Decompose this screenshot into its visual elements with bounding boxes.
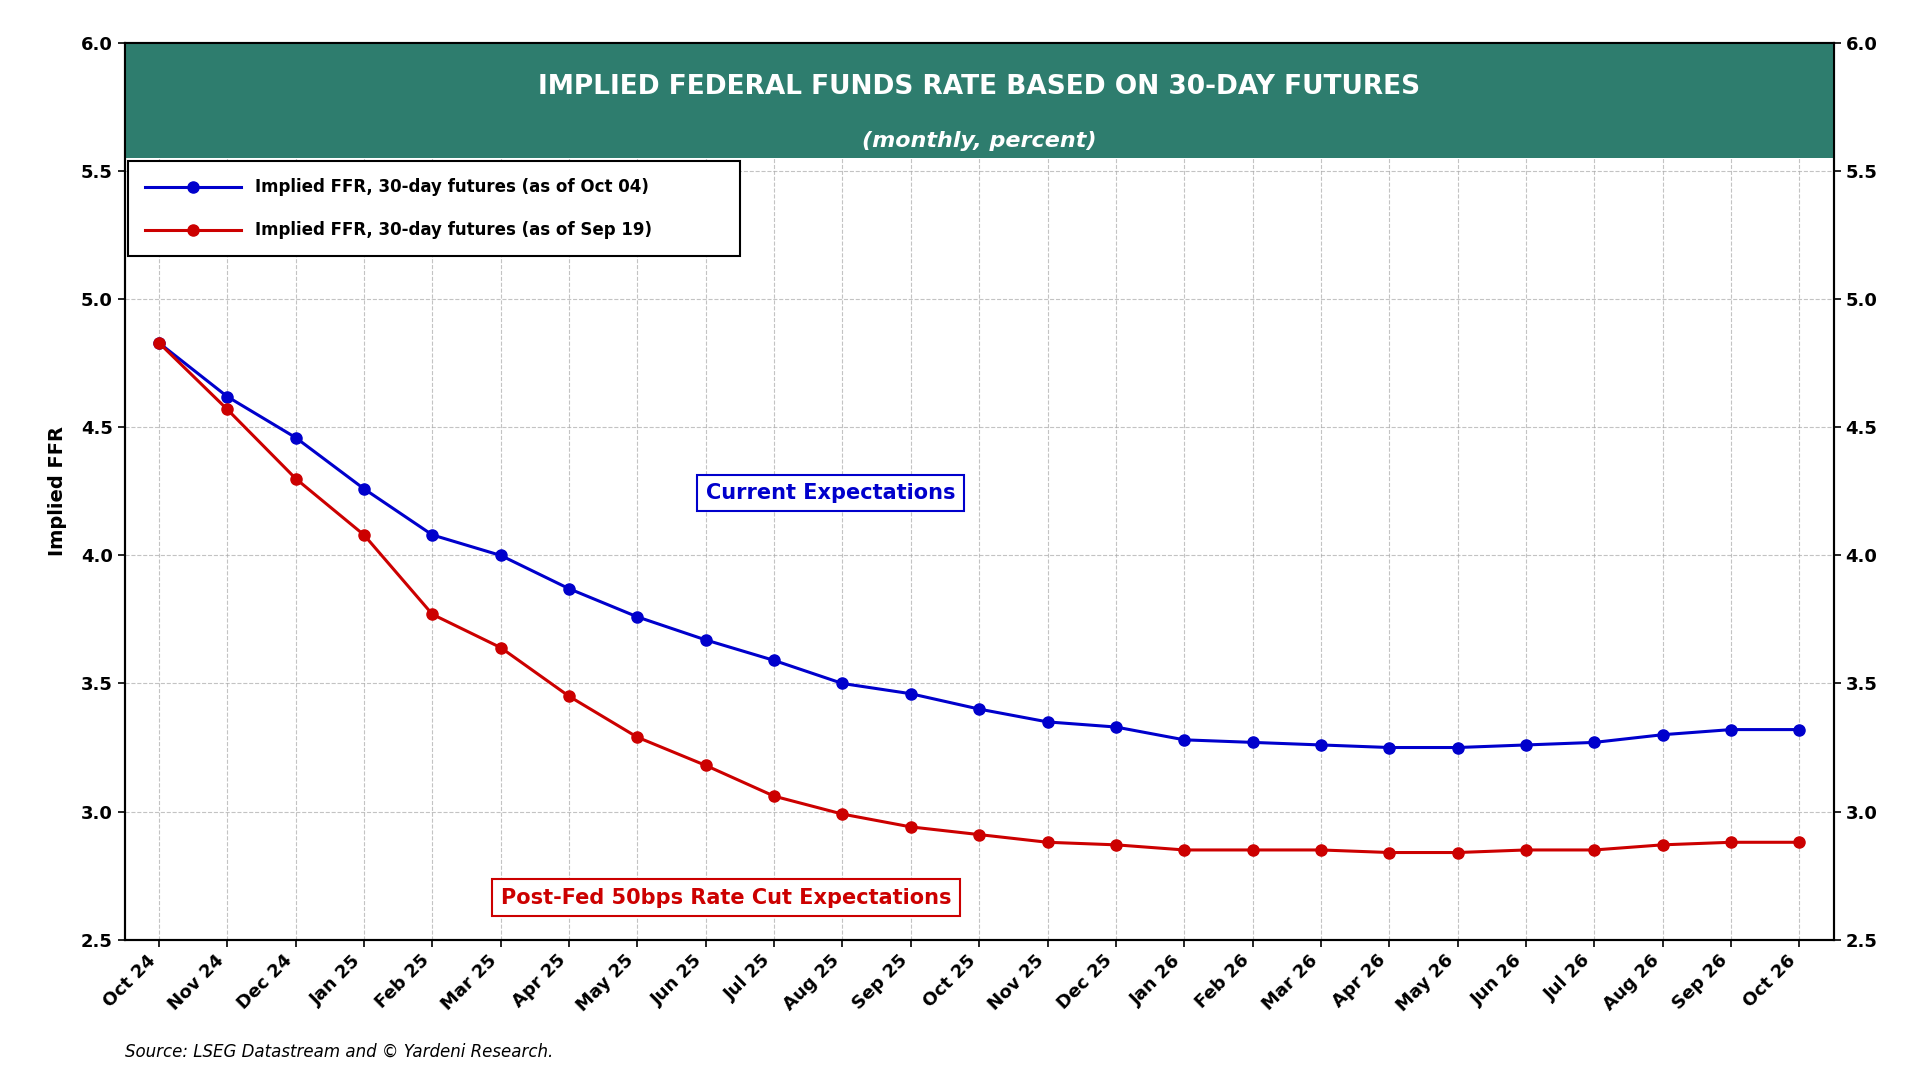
- Implied FFR, 30-day futures (as of Oct 04): [148, 336, 171, 349]
- Implied FFR, 30-day futures (as of Oct 04): [1720, 724, 1743, 737]
- Implied FFR, 30-day futures (as of Oct 04): [1582, 735, 1605, 748]
- Implied FFR, 30-day futures (as of Sep 19): [215, 403, 238, 416]
- Line: Implied FFR, 30-day futures (as of Sep 19): Implied FFR, 30-day futures (as of Sep 1…: [154, 337, 1805, 859]
- Implied FFR, 30-day futures (as of Sep 19): [284, 472, 307, 485]
- Implied FFR, 30-day futures (as of Sep 19): [1582, 843, 1605, 856]
- Implied FFR, 30-day futures (as of Sep 19): [1379, 846, 1402, 859]
- Implied FFR, 30-day futures (as of Oct 04): [831, 677, 854, 690]
- Implied FFR, 30-day futures (as of Oct 04): [1240, 735, 1263, 748]
- Implied FFR, 30-day futures (as of Sep 19): [1720, 836, 1743, 849]
- Implied FFR, 30-day futures (as of Sep 19): [420, 608, 444, 621]
- Implied FFR, 30-day futures (as of Oct 04): [284, 431, 307, 444]
- Text: Source: LSEG Datastream and © Yardeni Research.: Source: LSEG Datastream and © Yardeni Re…: [125, 1042, 553, 1061]
- Implied FFR, 30-day futures (as of Oct 04): [557, 582, 580, 595]
- Implied FFR, 30-day futures (as of Sep 19): [1104, 838, 1127, 851]
- FancyBboxPatch shape: [125, 43, 1834, 159]
- Implied FFR, 30-day futures (as of Sep 19): [1651, 838, 1674, 851]
- Text: IMPLIED FEDERAL FUNDS RATE BASED ON 30-DAY FUTURES: IMPLIED FEDERAL FUNDS RATE BASED ON 30-D…: [538, 73, 1421, 99]
- Implied FFR, 30-day futures (as of Oct 04): [1037, 715, 1060, 728]
- Implied FFR, 30-day futures (as of Sep 19): [1309, 843, 1332, 856]
- Text: Implied FFR, 30-day futures (as of Sep 19): Implied FFR, 30-day futures (as of Sep 1…: [255, 221, 651, 239]
- Implied FFR, 30-day futures (as of Oct 04): [899, 687, 922, 700]
- Line: Implied FFR, 30-day futures (as of Oct 04): Implied FFR, 30-day futures (as of Oct 0…: [154, 337, 1805, 753]
- Implied FFR, 30-day futures (as of Oct 04): [1515, 739, 1538, 752]
- Implied FFR, 30-day futures (as of Sep 19): [490, 642, 513, 654]
- Implied FFR, 30-day futures (as of Sep 19): [626, 731, 649, 744]
- Y-axis label: Implied FFR: Implied FFR: [48, 427, 67, 556]
- Implied FFR, 30-day futures (as of Oct 04): [626, 610, 649, 623]
- Implied FFR, 30-day futures (as of Oct 04): [1651, 728, 1674, 741]
- Implied FFR, 30-day futures (as of Sep 19): [1788, 836, 1811, 849]
- Implied FFR, 30-day futures (as of Sep 19): [1037, 836, 1060, 849]
- Implied FFR, 30-day futures (as of Sep 19): [1515, 843, 1538, 856]
- Implied FFR, 30-day futures (as of Oct 04): [353, 483, 376, 496]
- Implied FFR, 30-day futures (as of Sep 19): [695, 759, 718, 772]
- FancyBboxPatch shape: [129, 161, 739, 256]
- Implied FFR, 30-day futures (as of Oct 04): [968, 703, 991, 716]
- Text: Post-Fed 50bps Rate Cut Expectations: Post-Fed 50bps Rate Cut Expectations: [501, 888, 950, 908]
- Implied FFR, 30-day futures (as of Oct 04): [490, 549, 513, 562]
- Text: Implied FFR, 30-day futures (as of Oct 04): Implied FFR, 30-day futures (as of Oct 0…: [255, 177, 649, 195]
- Implied FFR, 30-day futures (as of Sep 19): [899, 821, 922, 834]
- Text: Current Expectations: Current Expectations: [707, 483, 956, 503]
- Implied FFR, 30-day futures (as of Sep 19): [148, 336, 171, 349]
- Implied FFR, 30-day futures (as of Oct 04): [215, 390, 238, 403]
- Implied FFR, 30-day futures (as of Sep 19): [762, 789, 785, 802]
- Implied FFR, 30-day futures (as of Sep 19): [353, 528, 376, 541]
- Implied FFR, 30-day futures (as of Oct 04): [420, 528, 444, 541]
- Implied FFR, 30-day futures (as of Sep 19): [1240, 843, 1263, 856]
- Implied FFR, 30-day futures (as of Oct 04): [1309, 739, 1332, 752]
- Implied FFR, 30-day futures (as of Oct 04): [1446, 741, 1469, 754]
- Implied FFR, 30-day futures (as of Oct 04): [762, 654, 785, 667]
- Implied FFR, 30-day futures (as of Sep 19): [557, 690, 580, 703]
- Implied FFR, 30-day futures (as of Oct 04): [1104, 720, 1127, 733]
- Text: (monthly, percent): (monthly, percent): [862, 131, 1096, 150]
- Implied FFR, 30-day futures (as of Sep 19): [1446, 846, 1469, 859]
- Implied FFR, 30-day futures (as of Oct 04): [695, 634, 718, 647]
- Implied FFR, 30-day futures (as of Sep 19): [831, 808, 854, 821]
- Implied FFR, 30-day futures (as of Oct 04): [1173, 733, 1196, 746]
- Implied FFR, 30-day futures (as of Sep 19): [1173, 843, 1196, 856]
- Implied FFR, 30-day futures (as of Sep 19): [968, 828, 991, 841]
- Implied FFR, 30-day futures (as of Oct 04): [1379, 741, 1402, 754]
- Implied FFR, 30-day futures (as of Oct 04): [1788, 724, 1811, 737]
